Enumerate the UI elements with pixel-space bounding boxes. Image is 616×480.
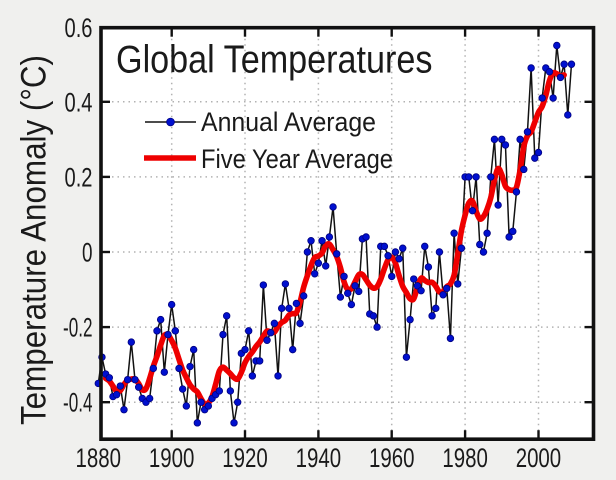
svg-text:0.4: 0.4: [65, 87, 93, 117]
svg-text:-0.4: -0.4: [63, 388, 93, 418]
svg-text:Five Year Average: Five Year Average: [201, 144, 393, 174]
svg-text:1940: 1940: [296, 443, 342, 473]
svg-text:Temperature Anomaly (°C): Temperature Anomaly (°C): [15, 55, 54, 425]
svg-text:1960: 1960: [369, 443, 415, 473]
svg-text:1920: 1920: [222, 443, 267, 473]
svg-text:1980: 1980: [442, 443, 488, 473]
svg-text:0.2: 0.2: [65, 162, 93, 192]
svg-text:1900: 1900: [149, 443, 195, 473]
svg-text:0: 0: [82, 238, 93, 268]
svg-text:0.6: 0.6: [65, 13, 93, 43]
svg-text:2000: 2000: [516, 443, 562, 473]
svg-text:-0.2: -0.2: [63, 313, 93, 343]
svg-text:Annual Average: Annual Average: [201, 107, 376, 137]
svg-text:1880: 1880: [76, 443, 122, 473]
svg-text:Global Temperatures: Global Temperatures: [116, 39, 433, 82]
